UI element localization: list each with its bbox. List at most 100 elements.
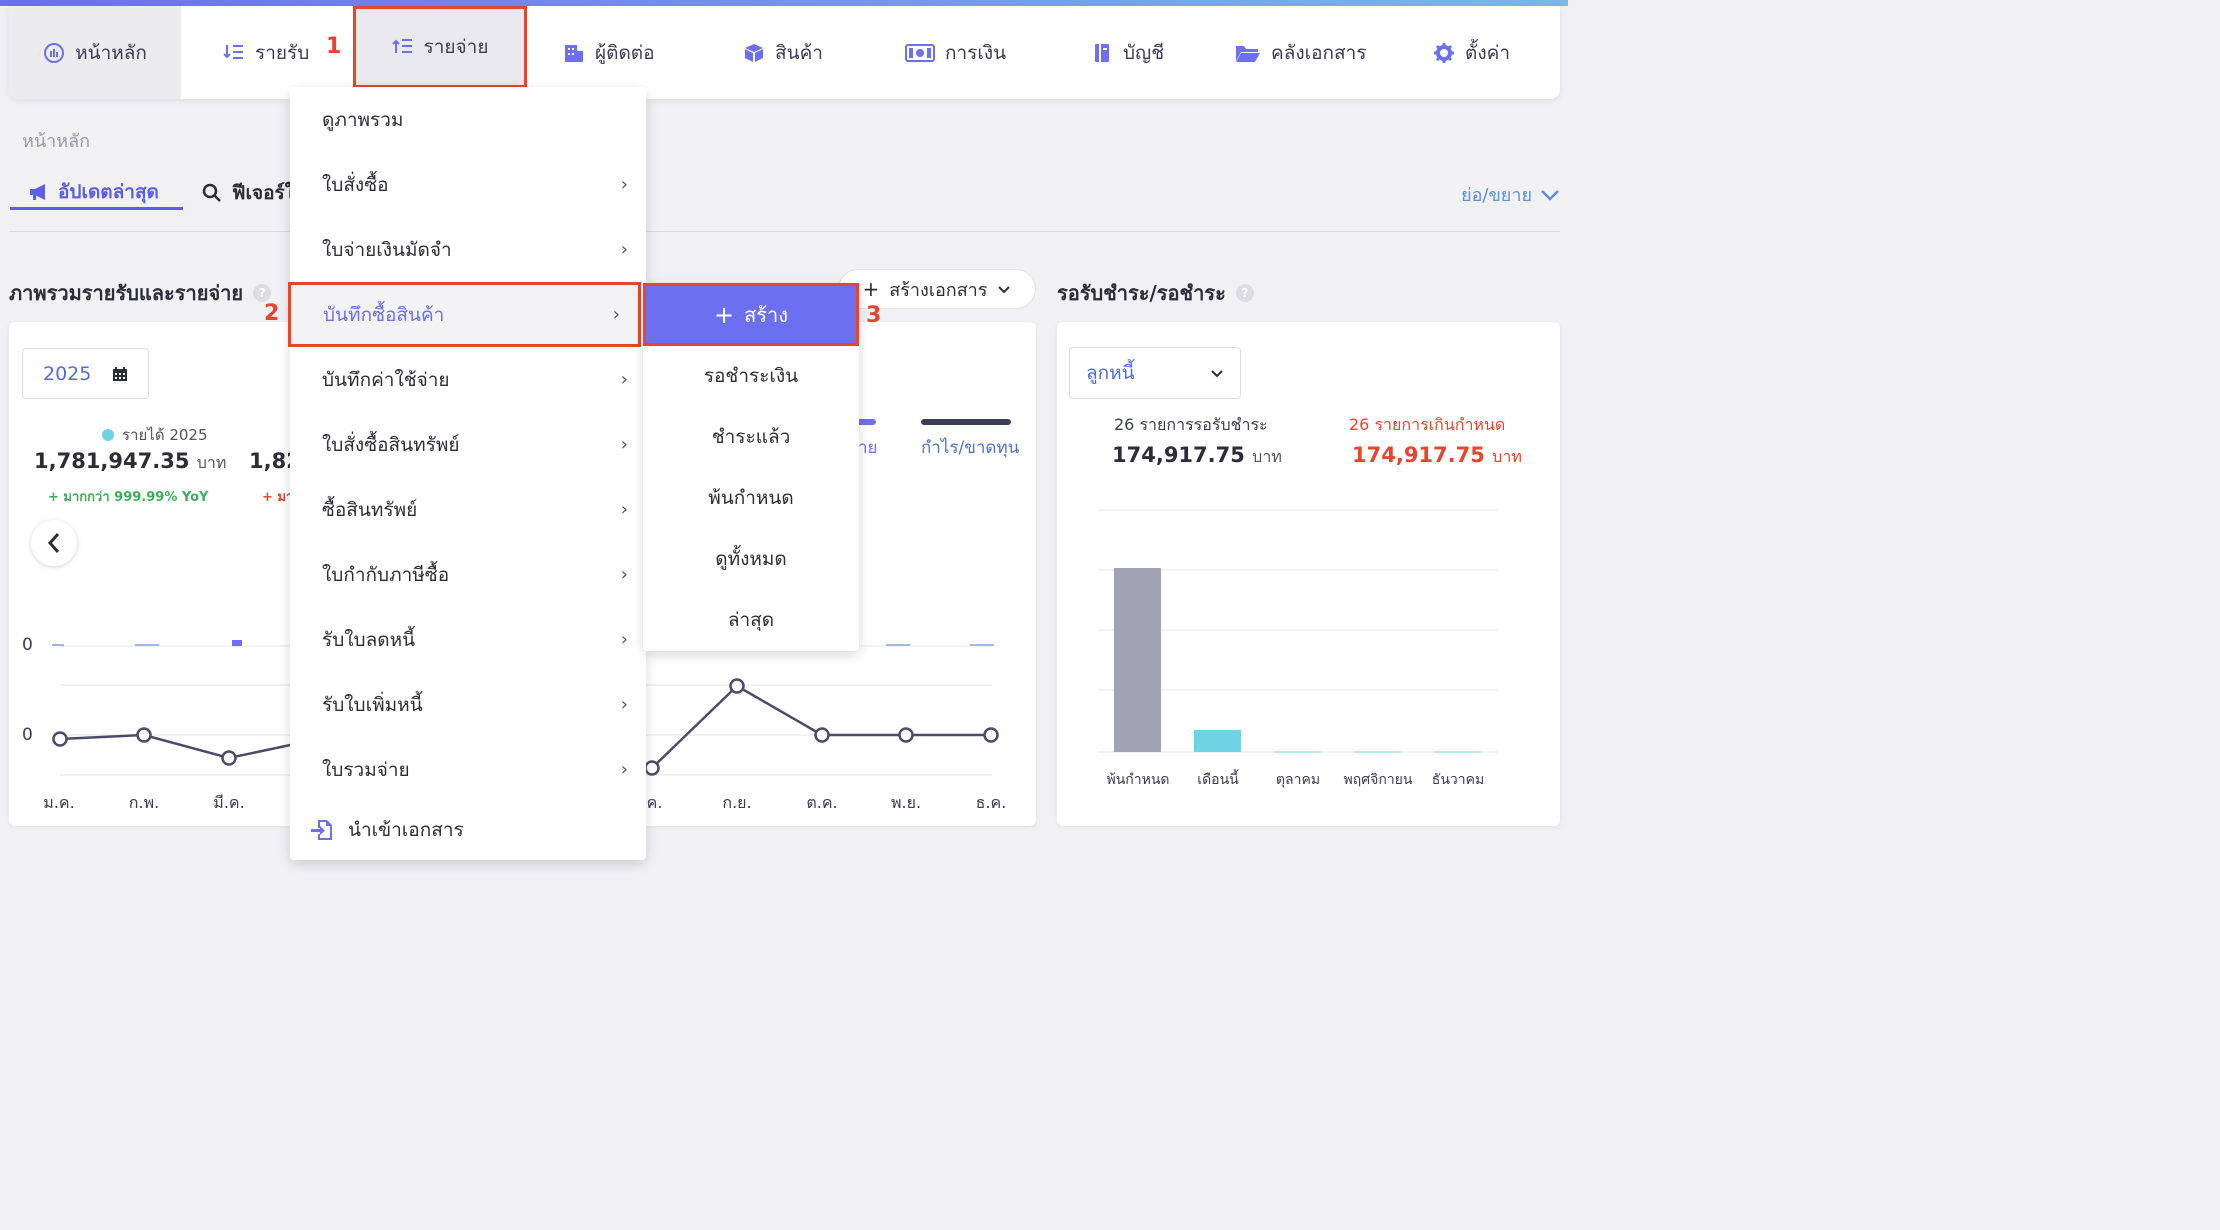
search-icon	[202, 183, 221, 202]
submenu-item-latest[interactable]: ล่าสุด	[727, 609, 775, 631]
receivables-title: รอรับชำระ/รอชำระ ?	[1057, 277, 1254, 309]
overview-title-text: ภาพรวมรายรับและรายจ่าย	[9, 281, 244, 305]
overdue-value: 174,917.75	[1352, 443, 1485, 467]
nav-products[interactable]: สินค้า	[743, 6, 823, 99]
profit-point	[983, 727, 999, 743]
chevron-right-icon: ›	[620, 369, 628, 390]
debtor-select[interactable]: ลูกหนี้	[1069, 347, 1241, 399]
chevron-right-icon: ›	[620, 434, 628, 455]
overdue-label: 26 รายการเกินกำหนด	[1349, 415, 1506, 434]
menu-item-combined-payment[interactable]: ใบรวมจ่าย ›	[290, 737, 646, 802]
step-marker-2: 2	[264, 301, 280, 326]
nav-home[interactable]: หน้าหลัก	[9, 6, 181, 99]
x-tick-label: พฤศจิกายน	[1344, 772, 1413, 788]
chart-bar	[886, 644, 910, 646]
profit-point	[729, 678, 745, 694]
menu-item-label: ใบรวมจ่าย	[322, 758, 410, 781]
menu-item-label: รับใบลดหนี้	[322, 628, 416, 651]
nav-accounting-label: บัญชี	[1123, 41, 1165, 64]
profit-point	[898, 727, 914, 743]
income-legend-label: รายได้ 2025	[122, 426, 208, 444]
x-tick-label: พ.ย.	[891, 793, 921, 812]
bar-0	[1114, 568, 1161, 752]
menu-item-overview[interactable]: ดูภาพรวม	[290, 87, 646, 152]
income-list-icon	[223, 44, 243, 59]
nav-accounting[interactable]: บัญชี	[1091, 6, 1164, 99]
x-tick-label: ก.พ.	[129, 793, 159, 812]
prev-button[interactable]	[31, 520, 77, 566]
menu-item-label: บันทึกค่าใช้จ่าย	[322, 368, 450, 391]
menu-item-purchase-record[interactable]: บันทึกซื้อสินค้า ›	[288, 282, 641, 347]
breadcrumb: หน้าหลัก	[22, 131, 91, 152]
menu-item-purchase-tax-invoice[interactable]: ใบกำกับภาษีซื้อ ›	[290, 542, 646, 607]
profit-point	[644, 760, 660, 776]
tab-updates[interactable]: อัปเดตล่าสุด	[10, 176, 183, 210]
menu-item-label: ดูภาพรวม	[322, 108, 404, 131]
receivables-title-text: รอรับชำระ/รอชำระ	[1057, 281, 1226, 305]
expense-list-icon	[391, 39, 412, 53]
money-icon	[905, 43, 935, 62]
menu-item-label: ใบจ่ายเงินมัดจำ	[322, 238, 452, 261]
x-tick-label: ธันวาคม	[1432, 772, 1484, 788]
plus-icon: +	[862, 277, 880, 301]
menu-item-import[interactable]: นำเข้าเอกสาร	[290, 797, 646, 862]
nav-contacts[interactable]: ผู้ติดต่อ	[563, 6, 655, 99]
chevron-down-icon	[1541, 189, 1559, 201]
income-unit: บาท	[196, 453, 227, 472]
overdue-value-row: 174,917.75 บาท	[1352, 443, 1522, 470]
chart-bar	[135, 644, 159, 646]
expense-dropdown-menu: ดูภาพรวม ใบสั่งซื้อ › ใบจ่ายเงินมัดจำ › บั…	[288, 87, 646, 862]
overview-title: ภาพรวมรายรับและรายจ่าย ?	[9, 277, 272, 309]
receivables-chart: พ้นกำหนด เดือนนี้ ตุลาคม พฤศจิกายน ธันวาคม	[1098, 509, 1498, 788]
menu-item-purchase-order[interactable]: ใบสั่งซื้อ ›	[290, 152, 646, 217]
menu-item-deposit-payment[interactable]: ใบจ่ายเงินมัดจำ ›	[290, 217, 646, 282]
pending-unit: บาท	[1252, 447, 1282, 466]
nav-expense[interactable]: รายจ่าย	[353, 6, 527, 88]
nav-finance-label: การเงิน	[945, 41, 1007, 64]
menu-item-debit-note[interactable]: รับใบเพิ่มหนี้ ›	[290, 672, 646, 737]
menu-item-expense-record[interactable]: บันทึกค่าใช้จ่าย ›	[290, 347, 646, 412]
x-tick-label: เดือนนี้	[1197, 769, 1239, 788]
nav-finance[interactable]: การเงิน	[905, 6, 1006, 99]
tab-updates-label: อัปเดตล่าสุด	[58, 180, 159, 203]
expense-legend-label: าย	[858, 438, 878, 458]
submenu-item-overdue[interactable]: พ้นกำหนด	[708, 487, 794, 509]
nav-home-label: หน้าหลัก	[75, 41, 147, 64]
menu-item-asset-purchase-order[interactable]: ใบสั่งซื้อสินทรัพย์ ›	[290, 412, 646, 477]
help-icon[interactable]: ?	[253, 284, 272, 302]
purchase-record-submenu: + สร้าง รอชำระเงิน ชำระแล้ว พ้นกำหนด ดูท…	[643, 283, 859, 651]
submenu-item-paid[interactable]: ชำระแล้ว	[711, 426, 791, 448]
income-legend-dot	[102, 429, 114, 441]
create-button[interactable]: + สร้าง	[643, 283, 859, 346]
year-picker[interactable]: 2025	[22, 348, 149, 399]
dashboard-icon	[44, 42, 65, 63]
submenu-item-view-all[interactable]: ดูทั้งหมด	[715, 548, 787, 570]
plus-icon: +	[713, 300, 735, 329]
chevron-right-icon: ›	[620, 499, 628, 520]
x-tick-label: ก.ย.	[722, 793, 751, 812]
chevron-right-icon: ›	[620, 564, 628, 585]
menu-item-label: ใบสั่งซื้อสินทรัพย์	[322, 433, 460, 456]
create-document-label: สร้างเอกสาร	[889, 279, 988, 301]
import-file-icon	[311, 819, 332, 840]
nav-settings[interactable]: ตั้งค่า	[1433, 6, 1510, 99]
chevron-down-icon	[998, 285, 1011, 293]
menu-item-label: ซื้อสินทรัพย์	[322, 498, 418, 521]
submenu-item-awaiting-payment[interactable]: รอชำระเงิน	[703, 365, 799, 387]
collapse-toggle[interactable]: ย่อ/ขยาย	[1461, 180, 1560, 209]
nav-documents[interactable]: คลังเอกสาร	[1235, 6, 1367, 99]
nav-income[interactable]: รายรับ	[223, 6, 309, 99]
help-icon[interactable]: ?	[1235, 284, 1254, 302]
folder-open-icon	[1236, 45, 1260, 62]
chart-bar	[52, 644, 64, 646]
pending-value-row: 174,917.75 บาท	[1112, 443, 1282, 470]
menu-item-credit-note[interactable]: รับใบลดหนี้ ›	[290, 607, 646, 672]
step-marker-3: 3	[866, 303, 882, 328]
tab-features[interactable]: ฟีเจอร์ใ	[202, 176, 294, 210]
nav-settings-label: ตั้งค่า	[1465, 41, 1510, 64]
x-tick-label: ต.ค.	[806, 793, 837, 812]
nav-documents-label: คลังเอกสาร	[1271, 41, 1367, 64]
menu-item-asset-purchase[interactable]: ซื้อสินทรัพย์ ›	[290, 477, 646, 542]
menu-item-label: บันทึกซื้อสินค้า	[323, 303, 445, 326]
profit-legend-label: กำไร/ขาดทุน	[921, 438, 1020, 458]
